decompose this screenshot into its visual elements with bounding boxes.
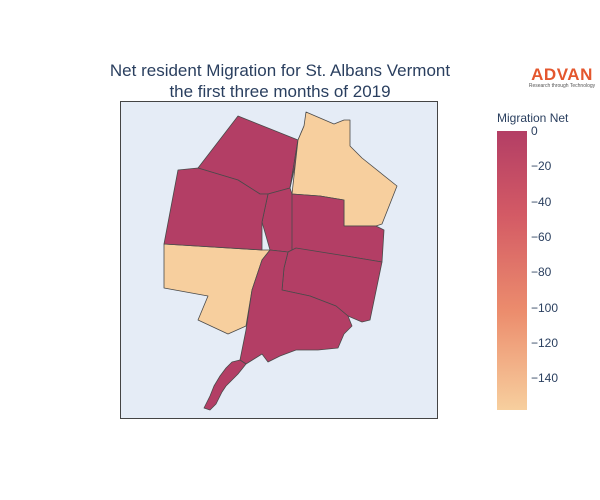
colorbar — [497, 131, 527, 410]
colorbar-tick-label: −40 — [531, 194, 552, 209]
title-line-1: Net resident Migration for St. Albans Ve… — [109, 61, 451, 80]
colorbar-tick-label: −80 — [531, 265, 552, 280]
colorbar-tick-label: −60 — [531, 229, 552, 244]
map-title: Net resident Migration for St. Albans Ve… — [40, 60, 520, 102]
region-west[interactable] — [163, 243, 271, 335]
colorbar-tick-label: −100 — [531, 300, 559, 315]
logo-tagline: Research through Technology — [528, 83, 596, 89]
region-far-west[interactable] — [163, 167, 269, 251]
legend-title: Migration Net — [497, 111, 569, 125]
colorbar-tick-label: 0 — [531, 124, 538, 138]
colorbar-tick-label: −20 — [531, 159, 552, 174]
colorbar-tick-label: −140 — [531, 371, 559, 386]
colorbar-tick-label: −120 — [531, 335, 559, 350]
logo-wordmark: ADVAN — [531, 65, 593, 84]
title-line-2: the first three months of 2019 — [169, 82, 391, 101]
region-south-center[interactable] — [239, 249, 353, 365]
region-south-corridor[interactable] — [203, 359, 247, 411]
advan-logo: ADVAN Research through Technology — [527, 66, 597, 90]
region-northeast[interactable] — [291, 111, 398, 227]
